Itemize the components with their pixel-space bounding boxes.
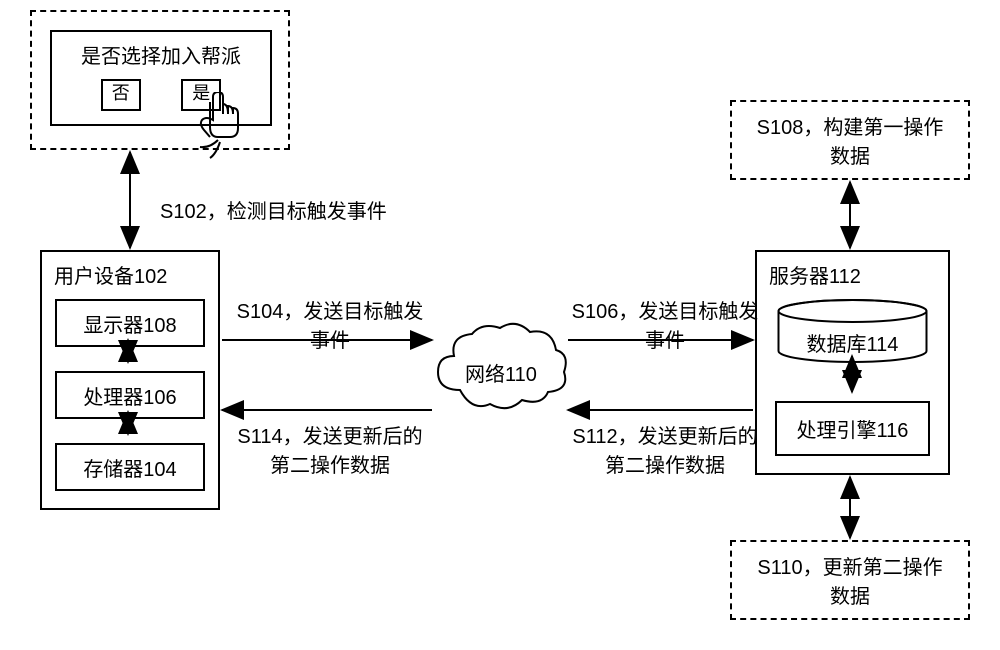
pointer-hand-icon (190, 92, 250, 162)
s108-box: S108，构建第一操作 数据 (730, 100, 970, 180)
server-title: 服务器112 (757, 252, 948, 289)
network-label: 网络110 (465, 358, 537, 387)
processor-box: 处理器106 (55, 371, 205, 419)
s104-label: S104，发送目标触发 事件 (235, 295, 425, 353)
no-button[interactable]: 否 (101, 79, 141, 111)
server: 服务器112 数据库114 处理引擎116 (755, 250, 950, 475)
dialog-inner: 是否选择加入帮派 否 是 (50, 30, 272, 126)
processor-label: 处理器106 (83, 381, 176, 410)
s108-l1: S108，构建第一操作 (757, 111, 944, 140)
database-label: 数据库114 (775, 328, 930, 357)
memory-label: 存储器104 (83, 453, 176, 482)
s114-label: S114，发送更新后的 第二操作数据 (235, 420, 425, 478)
dialog-prompt: 是否选择加入帮派 (52, 40, 270, 69)
user-device-title: 用户设备102 (42, 252, 218, 289)
s106-label: S106，发送目标触发 事件 (570, 295, 760, 353)
display-label: 显示器108 (83, 309, 176, 338)
s102-label: S102，检测目标触发事件 (160, 195, 387, 224)
memory-box: 存储器104 (55, 443, 205, 491)
dialog-container: 是否选择加入帮派 否 是 (30, 10, 290, 150)
s112-label: S112，发送更新后的 第二操作数据 (570, 420, 760, 478)
s110-l1: S110，更新第二操作 (757, 551, 942, 580)
s110-l2: 数据 (830, 580, 870, 609)
user-device: 用户设备102 显示器108 处理器106 存储器104 (40, 250, 220, 510)
display-box: 显示器108 (55, 299, 205, 347)
engine-box: 处理引擎116 (775, 401, 930, 456)
database-cylinder: 数据库114 (775, 299, 930, 399)
s110-box: S110，更新第二操作 数据 (730, 540, 970, 620)
s108-l2: 数据 (830, 140, 870, 169)
engine-label: 处理引擎116 (797, 414, 909, 443)
